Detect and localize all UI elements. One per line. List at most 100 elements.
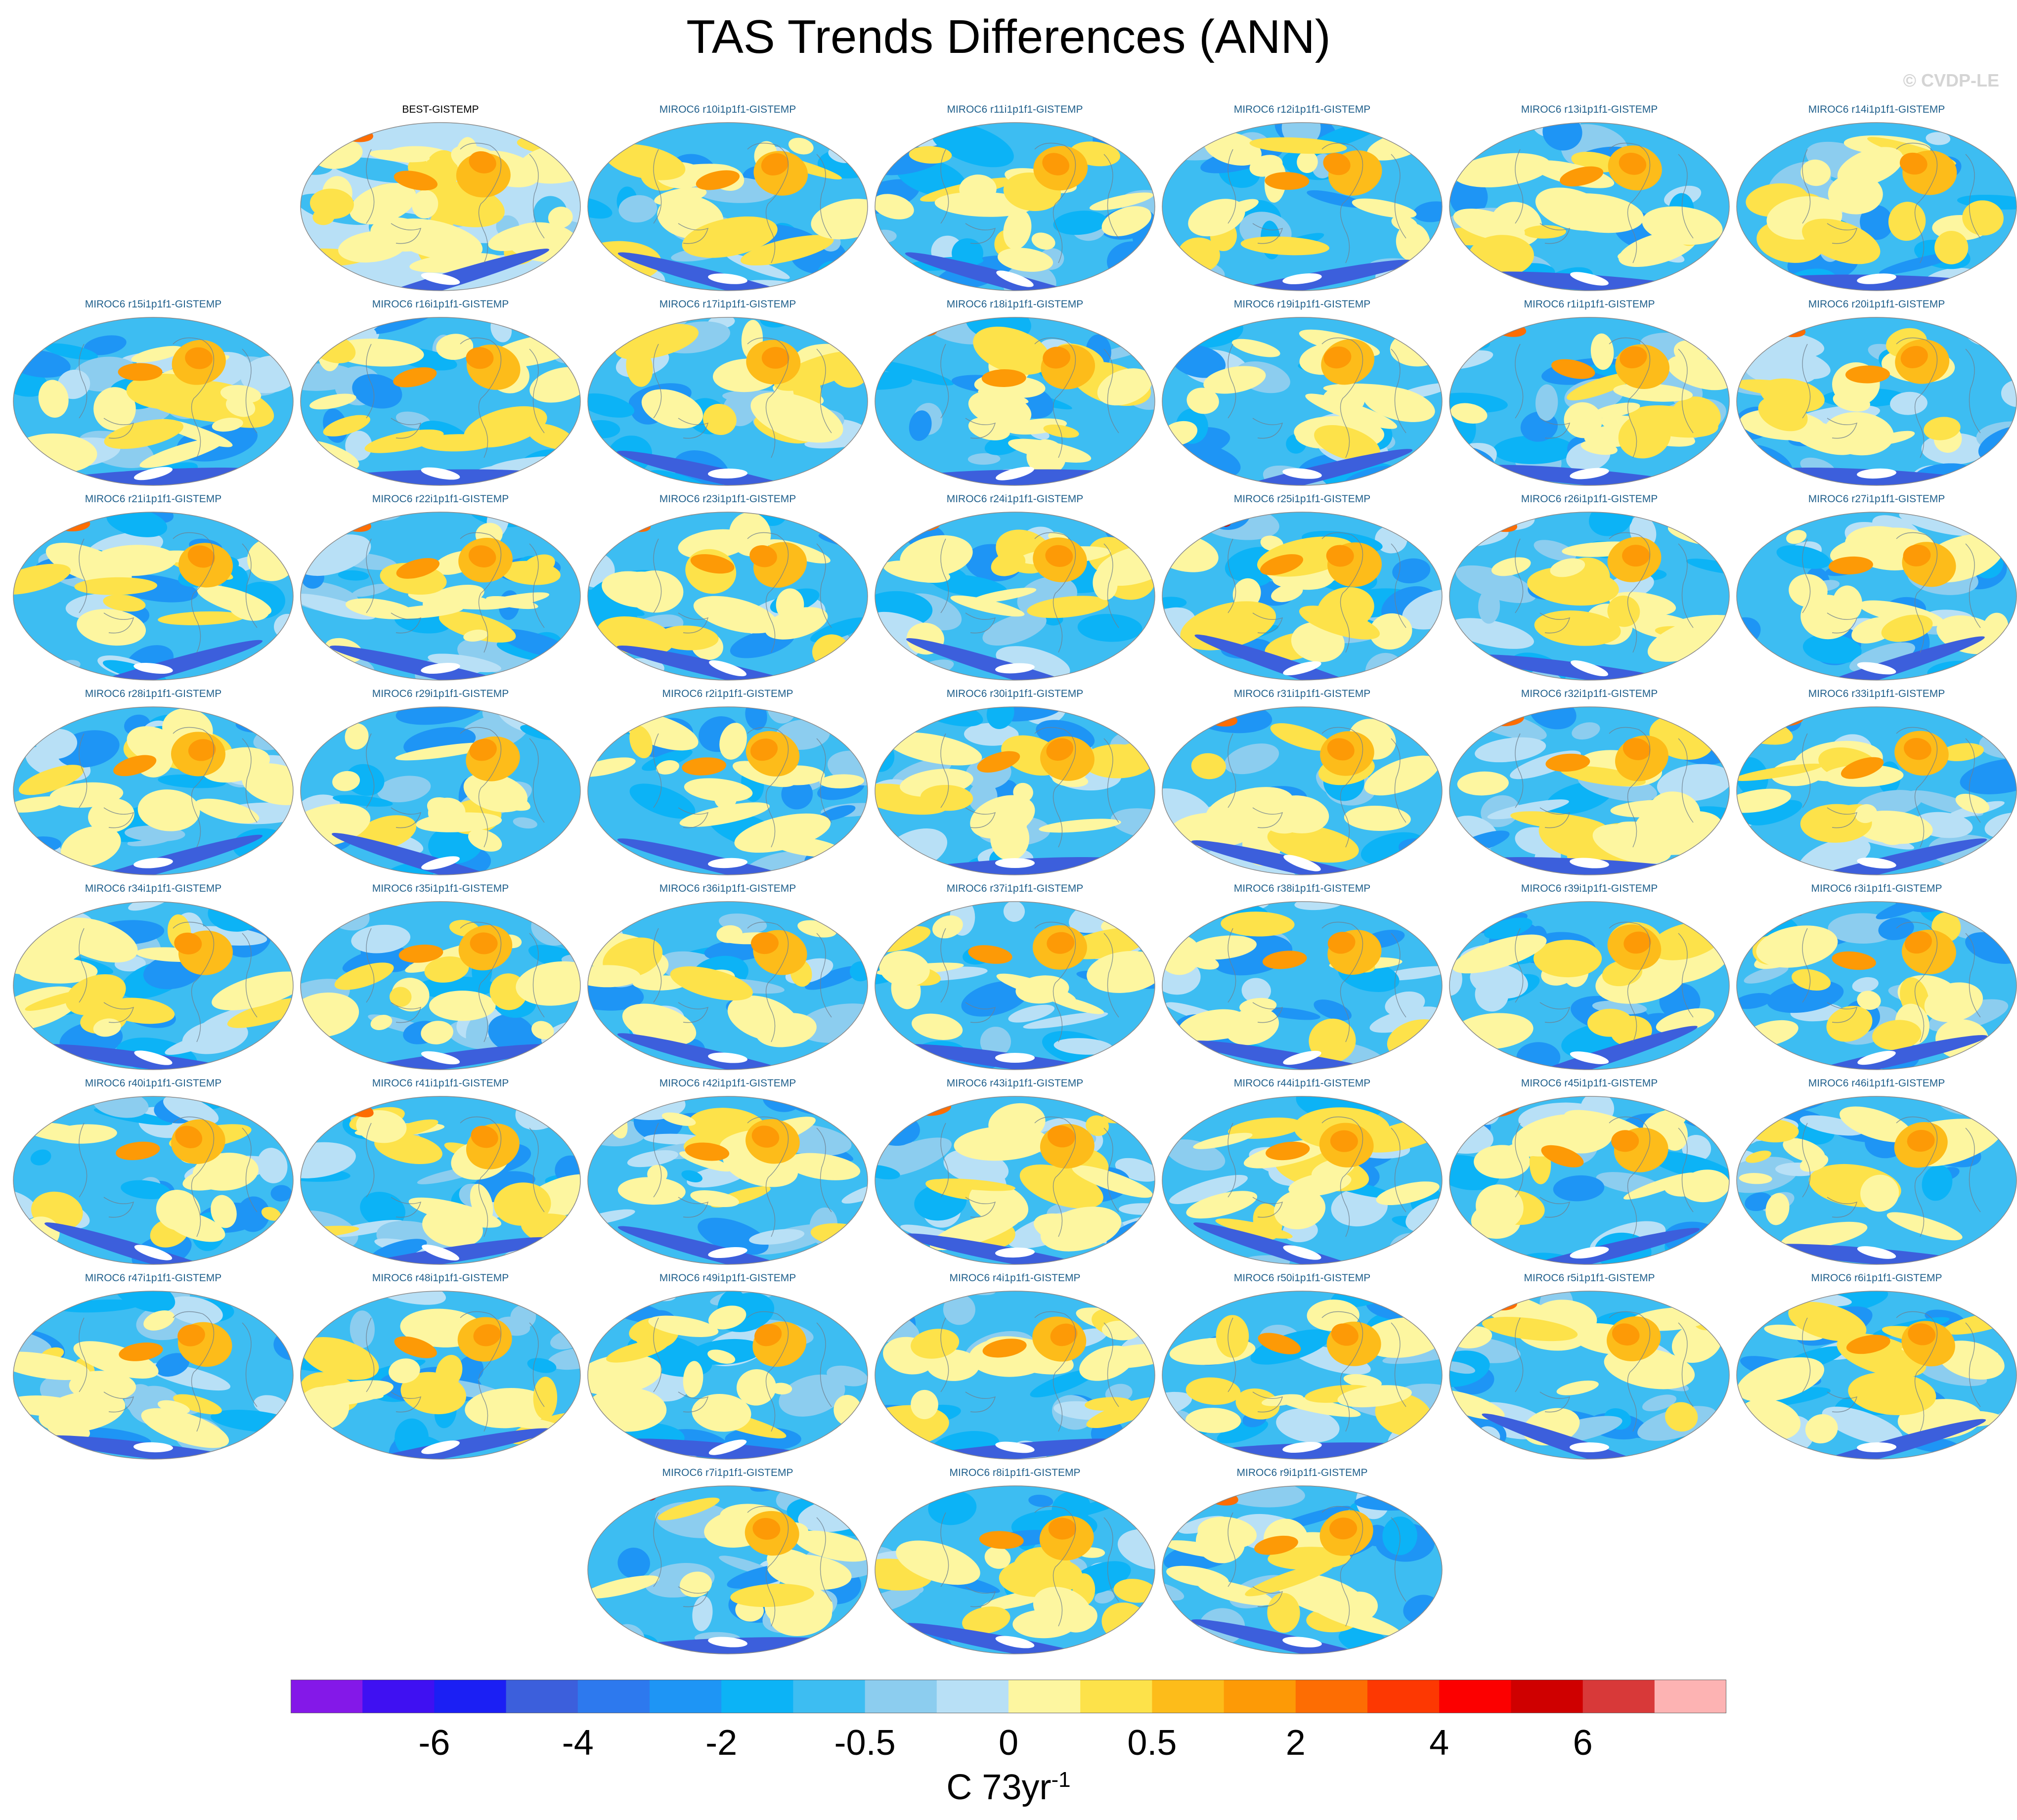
warm-anomaly-patch	[1454, 153, 1551, 188]
cool-anomaly-patch	[932, 574, 1008, 598]
coastline	[747, 1506, 789, 1627]
cool-anomaly-patch	[247, 319, 293, 336]
coastline	[1515, 928, 1524, 1003]
warm-anomaly-patch	[1457, 771, 1509, 796]
cool-anomaly-patch	[270, 1185, 292, 1202]
north-america-warm-core	[469, 151, 496, 173]
north-pacific-warm-region	[1545, 753, 1590, 772]
coastline	[1539, 1391, 1571, 1413]
north-america-warm-core	[1904, 738, 1931, 760]
panel-label: BEST-GISTEMP	[402, 104, 479, 115]
panel-label: MIROC6 r38i1p1f1-GISTEMP	[1233, 883, 1371, 894]
coastline	[79, 538, 88, 613]
panel-label: MIROC6 r21i1p1f1-GISTEMP	[85, 493, 222, 505]
map-panel: MIROC6 r6i1p1f1-GISTEMP	[1733, 1272, 2017, 1463]
cool-anomaly-patch	[588, 393, 635, 418]
panel-label: MIROC6 r5i1p1f1-GISTEMP	[1524, 1272, 1655, 1284]
warm-anomaly-patch	[886, 732, 982, 766]
warm-anomaly-patch	[774, 350, 866, 391]
warm-anomaly-patch	[1590, 333, 1614, 370]
coastline	[1034, 142, 1076, 263]
north-america-warm-core	[749, 545, 777, 567]
coastline	[816, 1127, 832, 1213]
colorbar-swatch	[1511, 1680, 1583, 1713]
cool-anomaly-patch	[875, 1587, 921, 1616]
warm-anomaly-patch	[617, 1177, 686, 1205]
coastline	[103, 1197, 134, 1218]
coastline	[103, 418, 134, 439]
warm-anomaly-patch	[309, 393, 356, 410]
coastline	[1609, 1311, 1651, 1432]
map-border	[1449, 1096, 1730, 1265]
warm-anomaly-patch	[1962, 200, 2004, 236]
warm-anomaly-patch	[1231, 339, 1280, 357]
panel-label: MIROC6 r16i1p1f1-GISTEMP	[372, 299, 509, 310]
cool-anomaly-patch	[166, 1296, 223, 1325]
warm-anomaly-patch	[428, 797, 466, 827]
cool-anomaly-patch	[352, 374, 402, 409]
warm-anomaly-patch	[789, 1616, 816, 1630]
map-panel: MIROC6 r20i1p1f1-GISTEMP	[1733, 299, 2017, 489]
warm-anomaly-patch	[1533, 940, 1602, 978]
coastline	[816, 738, 832, 823]
world-map	[1162, 317, 1443, 486]
coastline	[173, 1311, 215, 1432]
warm-anomaly-patch	[1309, 1018, 1356, 1063]
panel-label: MIROC6 r50i1p1f1-GISTEMP	[1233, 1272, 1371, 1284]
warm-anomaly-patch	[1185, 1408, 1241, 1433]
map-panel: MIROC6 r32i1p1f1-GISTEMP	[1446, 688, 1733, 878]
map-panel: MIROC6 r3i1p1f1-GISTEMP	[1733, 883, 2017, 1073]
cool-anomaly-patch	[1123, 317, 1155, 336]
warm-anomaly-patch	[38, 380, 69, 418]
coastline	[1034, 921, 1076, 1042]
warm-anomaly-patch	[1613, 383, 1693, 402]
cool-anomaly-patch	[13, 707, 37, 730]
warm-anomaly-patch	[1170, 812, 1256, 848]
world-map	[587, 706, 868, 875]
world-map	[875, 1485, 1155, 1654]
coastline	[79, 344, 88, 419]
warm-anomaly-patch	[1185, 1377, 1241, 1405]
coastline	[1103, 543, 1119, 628]
coastline	[1252, 223, 1283, 244]
north-pacific-warm-region	[1841, 757, 1884, 779]
coastline	[678, 1586, 709, 1607]
north-america-warm-core	[185, 347, 213, 369]
warm-anomaly-patch	[988, 1103, 1046, 1143]
warm-anomaly-patch	[679, 802, 770, 827]
coastline	[1034, 1116, 1076, 1237]
warm-anomaly-patch	[1453, 209, 1525, 241]
cool-anomaly-patch	[345, 431, 372, 461]
north-pacific-warm-region	[116, 1141, 160, 1161]
coastline	[1896, 1116, 1938, 1237]
coastline	[529, 738, 545, 823]
warm-anomaly-patch	[1800, 159, 1831, 186]
coastline	[1539, 1197, 1571, 1218]
cool-anomaly-patch	[1998, 1412, 2017, 1449]
antarctic-missing-data	[708, 468, 747, 479]
coastline	[366, 928, 375, 1003]
warm-anomaly-patch	[1085, 1397, 1133, 1411]
map-panel: MIROC6 r9i1p1f1-GISTEMP	[1159, 1467, 1446, 1657]
warm-anomaly-patch	[1087, 951, 1155, 993]
warm-anomaly-patch	[1955, 793, 1989, 814]
colorbar-swatch	[506, 1680, 578, 1713]
panel-label: MIROC6 r24i1p1f1-GISTEMP	[946, 493, 1084, 505]
cool-anomaly-patch	[301, 1142, 356, 1178]
cool-anomaly-patch	[308, 123, 344, 133]
warm-anomaly-patch	[1623, 1172, 1696, 1200]
map-panel: MIROC6 r16i1p1f1-GISTEMP	[297, 299, 584, 489]
antarctic-missing-data	[133, 1442, 173, 1453]
world-map	[587, 901, 868, 1070]
warm-anomaly-patch	[1101, 206, 1152, 237]
warm-anomaly-patch	[1240, 236, 1330, 256]
cool-anomaly-patch	[1686, 559, 1729, 575]
colorbar-swatch	[1295, 1680, 1368, 1713]
warm-anomaly-patch	[1027, 596, 1109, 618]
coastline	[940, 928, 949, 1003]
warm-anomaly-patch	[1618, 247, 1662, 261]
cool-anomaly-patch	[1402, 512, 1442, 527]
coastline	[1515, 1317, 1524, 1392]
warm-anomaly-patch	[408, 1197, 502, 1228]
cool-anomaly-patch	[1008, 1004, 1055, 1023]
